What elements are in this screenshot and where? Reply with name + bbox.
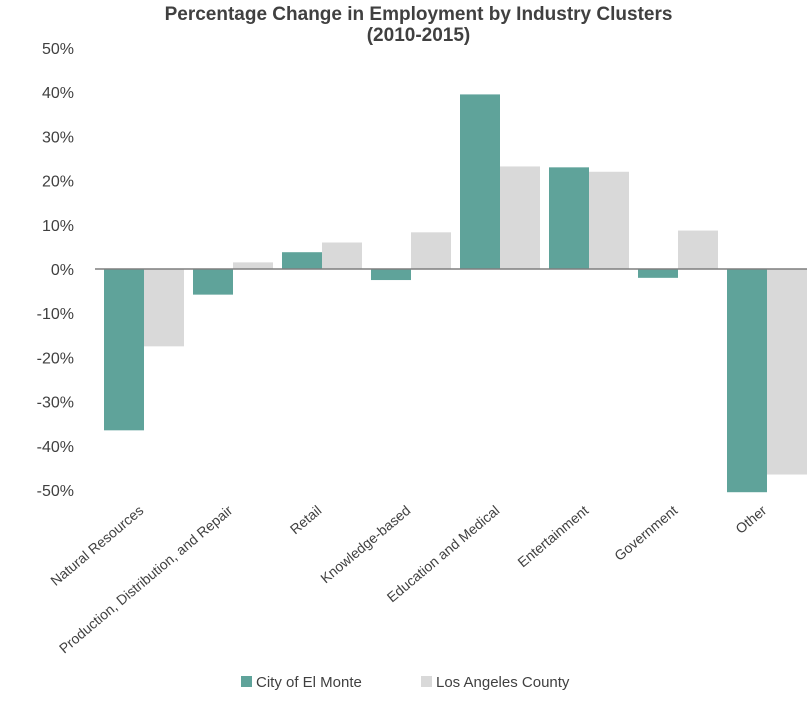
legend: City of El Monte Los Angeles County	[241, 674, 570, 691]
bar-la-county	[678, 230, 718, 269]
bar-el-monte	[193, 269, 233, 295]
chart-subtitle: (2010-2015)	[366, 25, 471, 46]
y-axis-ticks: 50% 40% 30% 20% 10% 0% -10% -20% -30% -40% -50%	[37, 41, 74, 500]
y-tick-label: -50%	[37, 483, 74, 500]
bar-la-county	[589, 171, 629, 269]
x-category-label: Natural Resources	[47, 502, 146, 589]
x-category-label: Entertainment	[514, 502, 591, 570]
bar-la-county	[233, 262, 273, 269]
bar-el-monte	[638, 269, 678, 278]
bar-la-county	[500, 166, 540, 269]
legend-swatch	[421, 676, 432, 687]
legend-label: Los Angeles County	[436, 674, 570, 691]
chart-title: Percentage Change in Employment by Indus…	[0, 4, 807, 46]
y-tick-label: 20%	[42, 174, 74, 191]
x-category-label: Knowledge-based	[317, 502, 413, 586]
bar-la-county	[767, 269, 807, 475]
bar-el-monte	[549, 167, 589, 269]
y-tick-label: 10%	[42, 218, 74, 235]
bar-el-monte	[460, 94, 500, 269]
y-tick-label: 30%	[42, 129, 74, 146]
x-category-label: Government	[611, 502, 680, 564]
y-tick-label: -20%	[37, 350, 74, 367]
y-tick-label: 0%	[51, 262, 74, 279]
legend-label: City of El Monte	[256, 674, 362, 691]
bar-el-monte	[371, 269, 411, 281]
bar-la-county	[322, 242, 362, 269]
x-category-label: Production, Distribution, and Repair	[56, 502, 236, 657]
bars	[104, 94, 807, 493]
y-tick-label: 40%	[42, 85, 74, 102]
bar-la-county	[144, 269, 184, 347]
bar-el-monte	[727, 269, 767, 493]
chart-title-main: Percentage Change in Employment by Indus…	[164, 4, 673, 25]
legend-swatch	[241, 676, 252, 687]
bar-la-county	[411, 232, 451, 269]
x-category-label: Other	[732, 502, 769, 537]
bar-el-monte	[104, 269, 144, 431]
y-tick-label: -40%	[37, 439, 74, 456]
y-tick-label: -10%	[37, 306, 74, 323]
y-tick-label: 50%	[42, 41, 74, 58]
y-tick-label: -30%	[37, 395, 74, 412]
x-category-label: Retail	[287, 502, 325, 537]
bar-el-monte	[282, 252, 322, 269]
